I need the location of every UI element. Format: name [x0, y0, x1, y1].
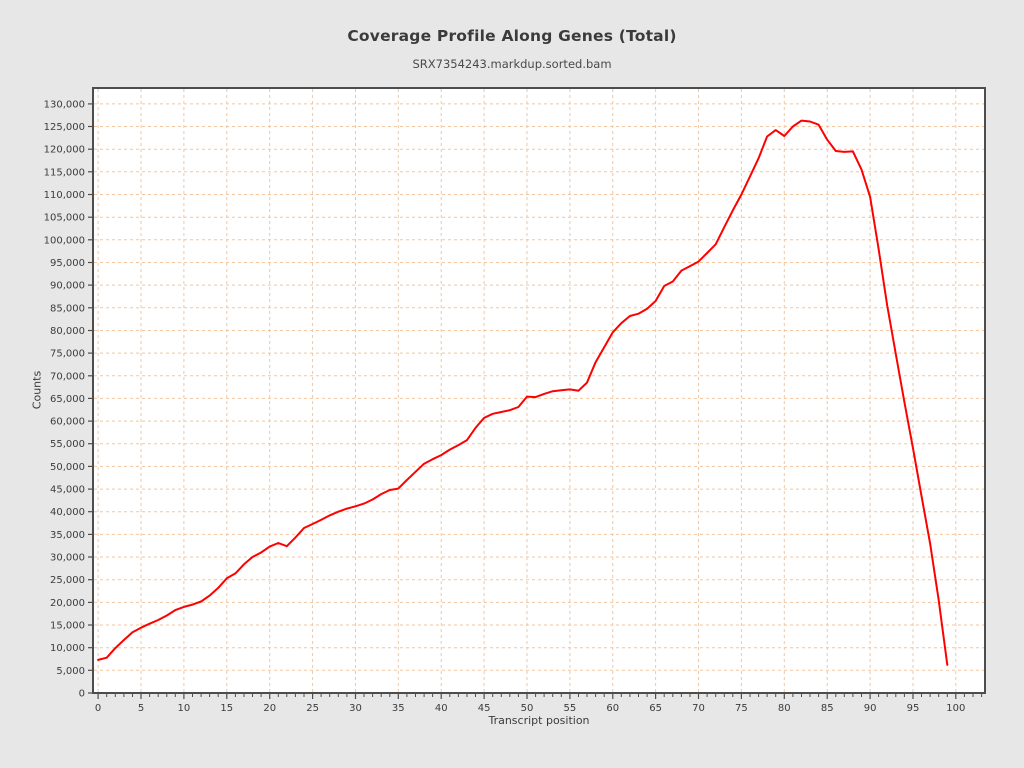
x-tick-label: 10: [178, 703, 191, 714]
x-tick-label: 45: [478, 703, 491, 714]
y-tick-label: 0: [79, 689, 85, 700]
x-tick-label: 70: [692, 703, 705, 714]
y-tick-label: 65,000: [50, 394, 85, 405]
y-tick-label: 70,000: [50, 371, 85, 382]
x-tick-label: 50: [521, 703, 534, 714]
y-tick-label: 80,000: [50, 326, 85, 337]
x-tick-label: 5: [138, 703, 144, 714]
y-tick-label: 20,000: [50, 598, 85, 609]
x-tick-label: 15: [220, 703, 233, 714]
y-tick-label: 15,000: [50, 621, 85, 632]
plot-area: [93, 88, 985, 693]
y-tick-label: 30,000: [50, 553, 85, 564]
x-tick-label: 75: [735, 703, 748, 714]
x-tick-label: 25: [306, 703, 319, 714]
x-tick-label: 55: [564, 703, 577, 714]
y-tick-label: 35,000: [50, 530, 85, 541]
y-tick-label: 50,000: [50, 462, 85, 473]
y-tick-label: 100,000: [44, 235, 85, 246]
y-tick-label: 85,000: [50, 303, 85, 314]
x-tick-label: 95: [907, 703, 920, 714]
y-tick-label: 40,000: [50, 507, 85, 518]
x-tick-label: 80: [778, 703, 791, 714]
y-axis-label: Counts: [30, 370, 44, 410]
y-tick-label: 5,000: [56, 666, 85, 677]
y-tick-label: 45,000: [50, 485, 85, 496]
x-tick-label: 90: [864, 703, 877, 714]
x-tick-label: 85: [821, 703, 834, 714]
chart-title: Coverage Profile Along Genes (Total): [347, 27, 677, 45]
y-tick-label: 55,000: [50, 439, 85, 450]
y-tick-label: 115,000: [44, 167, 85, 178]
y-tick-label: 110,000: [44, 190, 85, 201]
y-tick-label: 95,000: [50, 258, 85, 269]
x-tick-label: 65: [649, 703, 662, 714]
y-tick-label: 75,000: [50, 349, 85, 360]
x-tick-label: 60: [606, 703, 619, 714]
x-tick-label: 100: [946, 703, 965, 714]
y-tick-label: 120,000: [44, 145, 85, 156]
y-tick-label: 125,000: [44, 122, 85, 133]
y-tick-label: 105,000: [44, 213, 85, 224]
x-tick-label: 20: [263, 703, 276, 714]
chart-subtitle: SRX7354243.markdup.sorted.bam: [412, 57, 612, 71]
x-tick-label: 40: [435, 703, 448, 714]
plot-frame: [92, 87, 986, 694]
x-tick-label: 0: [95, 703, 101, 714]
y-tick-label: 130,000: [44, 99, 85, 110]
x-tick-label: 30: [349, 703, 362, 714]
y-tick-label: 60,000: [50, 417, 85, 428]
y-tick-label: 25,000: [50, 575, 85, 586]
coverage-line: [97, 119, 949, 666]
y-tick-label: 90,000: [50, 281, 85, 292]
x-axis-label: Transcript position: [488, 714, 590, 727]
y-tick-label: 10,000: [50, 643, 85, 654]
x-tick-label: 35: [392, 703, 405, 714]
